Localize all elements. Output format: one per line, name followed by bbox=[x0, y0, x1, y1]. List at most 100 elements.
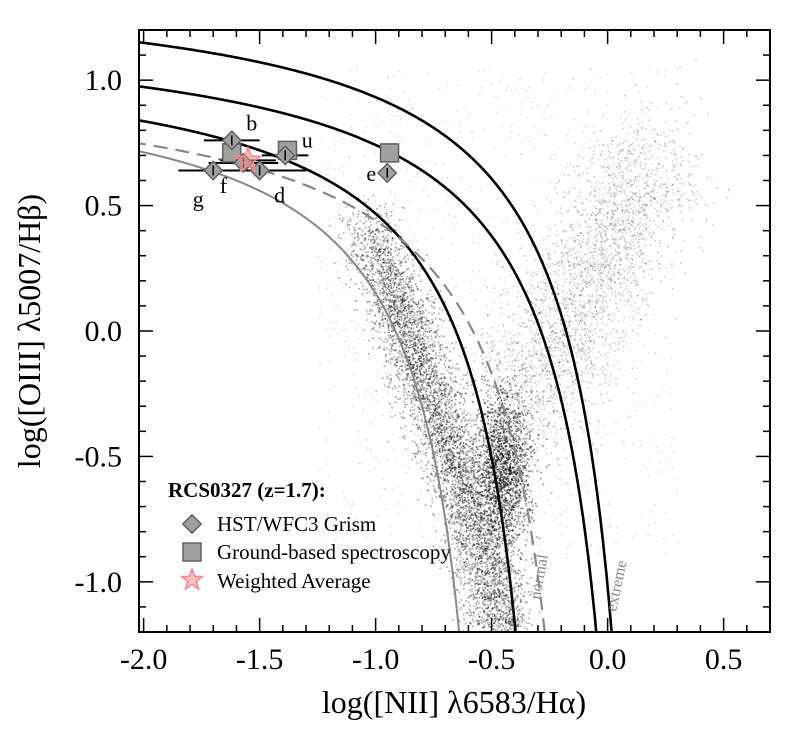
sdss-point bbox=[426, 476, 428, 479]
sdss-point bbox=[411, 364, 414, 366]
sdss-point bbox=[464, 497, 466, 499]
sdss-point bbox=[510, 609, 512, 611]
sdss-point bbox=[460, 488, 463, 491]
sdss-point bbox=[405, 299, 407, 301]
sdss-point bbox=[487, 490, 489, 492]
sdss-point bbox=[410, 401, 413, 403]
sdss-point bbox=[447, 421, 450, 423]
sdss-point bbox=[481, 560, 484, 563]
sdss-point bbox=[449, 441, 451, 443]
sdss-point bbox=[429, 378, 431, 380]
sdss-point bbox=[396, 289, 398, 291]
sdss-point bbox=[415, 365, 418, 367]
sdss-point bbox=[470, 584, 473, 587]
sdss-point bbox=[449, 393, 451, 396]
sdss-point bbox=[425, 407, 427, 410]
sdss-point bbox=[406, 355, 409, 358]
sdss-point bbox=[428, 367, 431, 370]
sdss-point bbox=[478, 534, 480, 537]
sdss-point bbox=[474, 480, 477, 482]
sdss-point bbox=[401, 278, 404, 281]
sdss-point bbox=[403, 294, 406, 297]
sdss-point bbox=[406, 316, 409, 318]
sdss-point bbox=[432, 425, 435, 427]
sdss-point bbox=[463, 540, 465, 542]
sdss-point bbox=[440, 424, 442, 426]
sdss-point bbox=[458, 553, 461, 556]
sdss-point bbox=[352, 250, 355, 252]
sdss-point bbox=[490, 518, 492, 520]
sdss-point bbox=[500, 591, 502, 594]
sdss-point bbox=[428, 407, 431, 410]
sdss-point bbox=[404, 366, 406, 368]
sdss-point bbox=[486, 572, 489, 575]
sdss-point bbox=[442, 489, 445, 492]
sdss-point bbox=[482, 578, 484, 581]
sdss-point bbox=[415, 320, 417, 322]
sdss-point bbox=[505, 608, 508, 611]
sdss-point bbox=[462, 524, 464, 527]
sdss-point bbox=[483, 596, 485, 598]
sdss-point bbox=[410, 327, 413, 329]
sdss-point bbox=[462, 461, 465, 464]
sdss-point bbox=[478, 536, 481, 539]
sdss-point bbox=[409, 363, 412, 366]
sdss-point bbox=[404, 363, 407, 366]
sdss-point bbox=[452, 505, 454, 507]
sdss-point bbox=[436, 375, 439, 377]
sdss-point bbox=[384, 317, 386, 320]
sdss-point bbox=[450, 438, 452, 440]
sdss-point bbox=[388, 267, 391, 270]
sdss-point bbox=[473, 531, 476, 533]
sdss-point bbox=[511, 618, 513, 620]
sdss-point bbox=[398, 252, 400, 255]
sdss-point bbox=[511, 507, 513, 509]
sdss-point bbox=[459, 448, 461, 450]
sdss-point bbox=[516, 616, 518, 618]
sdss-point bbox=[475, 571, 478, 574]
sdss-point bbox=[447, 441, 450, 443]
sdss-point bbox=[420, 363, 423, 366]
sdss-point bbox=[489, 537, 492, 539]
sdss-point bbox=[466, 557, 468, 559]
sdss-point bbox=[410, 335, 412, 338]
sdss-point bbox=[393, 318, 396, 320]
sdss-point bbox=[472, 494, 474, 497]
sdss-point bbox=[492, 552, 494, 555]
sdss-point bbox=[386, 269, 388, 272]
sdss-point bbox=[467, 527, 469, 529]
sdss-point bbox=[506, 589, 509, 591]
sdss-point bbox=[426, 347, 428, 349]
sdss-point bbox=[484, 607, 487, 609]
sdss-point bbox=[484, 549, 487, 552]
sdss-point bbox=[399, 310, 401, 313]
sdss-point bbox=[392, 260, 395, 262]
sdss-point bbox=[373, 247, 375, 250]
sdss-point bbox=[387, 440, 389, 443]
sdss-point bbox=[394, 309, 396, 311]
sdss-point bbox=[462, 488, 465, 491]
sdss-point bbox=[461, 483, 464, 486]
sdss-point bbox=[403, 332, 405, 335]
sdss-point bbox=[452, 447, 454, 450]
sdss-point bbox=[437, 407, 440, 409]
sdss-point bbox=[472, 401, 474, 404]
sdss-point bbox=[370, 251, 373, 254]
sdss-point bbox=[479, 464, 481, 467]
sdss-point bbox=[445, 472, 447, 475]
sdss-point bbox=[422, 394, 424, 397]
sdss-point bbox=[473, 597, 475, 600]
sdss-point bbox=[479, 485, 481, 487]
sdss-point bbox=[444, 469, 447, 472]
sdss-point bbox=[396, 305, 398, 308]
sdss-point bbox=[378, 270, 380, 273]
sdss-point bbox=[500, 595, 503, 597]
sdss-point bbox=[443, 462, 446, 464]
sdss-point bbox=[475, 593, 477, 596]
sdss-point bbox=[354, 300, 357, 302]
sdss-point bbox=[402, 371, 404, 373]
sdss-point bbox=[434, 390, 436, 392]
sdss-point bbox=[482, 479, 485, 482]
sdss-point bbox=[507, 483, 510, 486]
sdss-point bbox=[519, 585, 521, 588]
